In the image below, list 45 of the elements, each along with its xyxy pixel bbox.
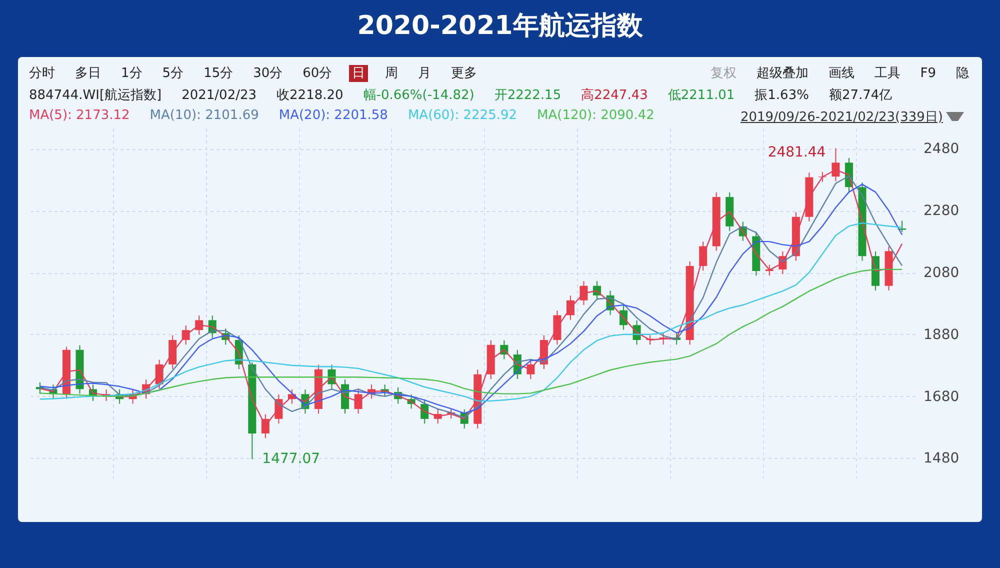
text: 振1.63%: [754, 87, 810, 104]
text: 5分: [161, 65, 185, 82]
y-tick-label: 1680: [924, 388, 960, 405]
text: 15分: [202, 65, 234, 82]
text: 高2247.43: [580, 87, 649, 104]
text: 日: [349, 65, 368, 82]
text: 复权: [709, 65, 738, 82]
text: 工具: [873, 65, 902, 82]
text: MA(20): 2201.58: [278, 107, 389, 124]
text: MA(5): 2173.12: [28, 107, 131, 124]
text: 开2222.15: [493, 87, 562, 104]
annotation: 1477.07: [262, 451, 320, 468]
text: F9: [919, 65, 937, 82]
y-tick-label: 1880: [924, 326, 960, 343]
text: 幅-0.66%(-14.82): [362, 87, 476, 104]
text: MA(60): 2225.92: [406, 107, 518, 124]
y-tick-label: 1480: [924, 450, 960, 467]
text: 低2211.01: [666, 87, 736, 104]
annotation: 2481.44: [768, 144, 826, 160]
text: 月: [417, 65, 432, 82]
text: 多日: [74, 65, 102, 82]
text: 画线: [827, 65, 856, 82]
line-series: [39, 222, 903, 402]
text: 60分: [302, 65, 334, 82]
text: 分时: [28, 65, 56, 82]
text: 隐: [955, 65, 970, 82]
text: MA(10): 2101.69: [148, 107, 260, 124]
y-tick-label: 2080: [924, 265, 960, 282]
y-tick-label: 2480: [924, 141, 960, 158]
text: 额27.74亿: [828, 87, 894, 104]
y-tick-label: 2280: [924, 203, 960, 220]
text: 884744.WI[航运指数]: [28, 87, 163, 104]
text: 周: [384, 65, 400, 82]
text: 30分: [252, 65, 284, 82]
text: 收2218.20: [276, 87, 344, 104]
text: MA(120): 2090.42: [536, 107, 656, 124]
candlestick: [898, 220, 906, 232]
text: 超级叠加: [755, 65, 810, 82]
chart-title: 2020-2021年航运指数: [356, 10, 644, 43]
text: 更多: [450, 65, 478, 82]
text: 1分: [120, 65, 144, 82]
candlestick: [354, 388, 362, 414]
candlestick: [832, 148, 840, 182]
text: 2019/09/26-2021/02/23(339日): [740, 109, 944, 126]
text: 2021/02/23: [180, 87, 258, 104]
